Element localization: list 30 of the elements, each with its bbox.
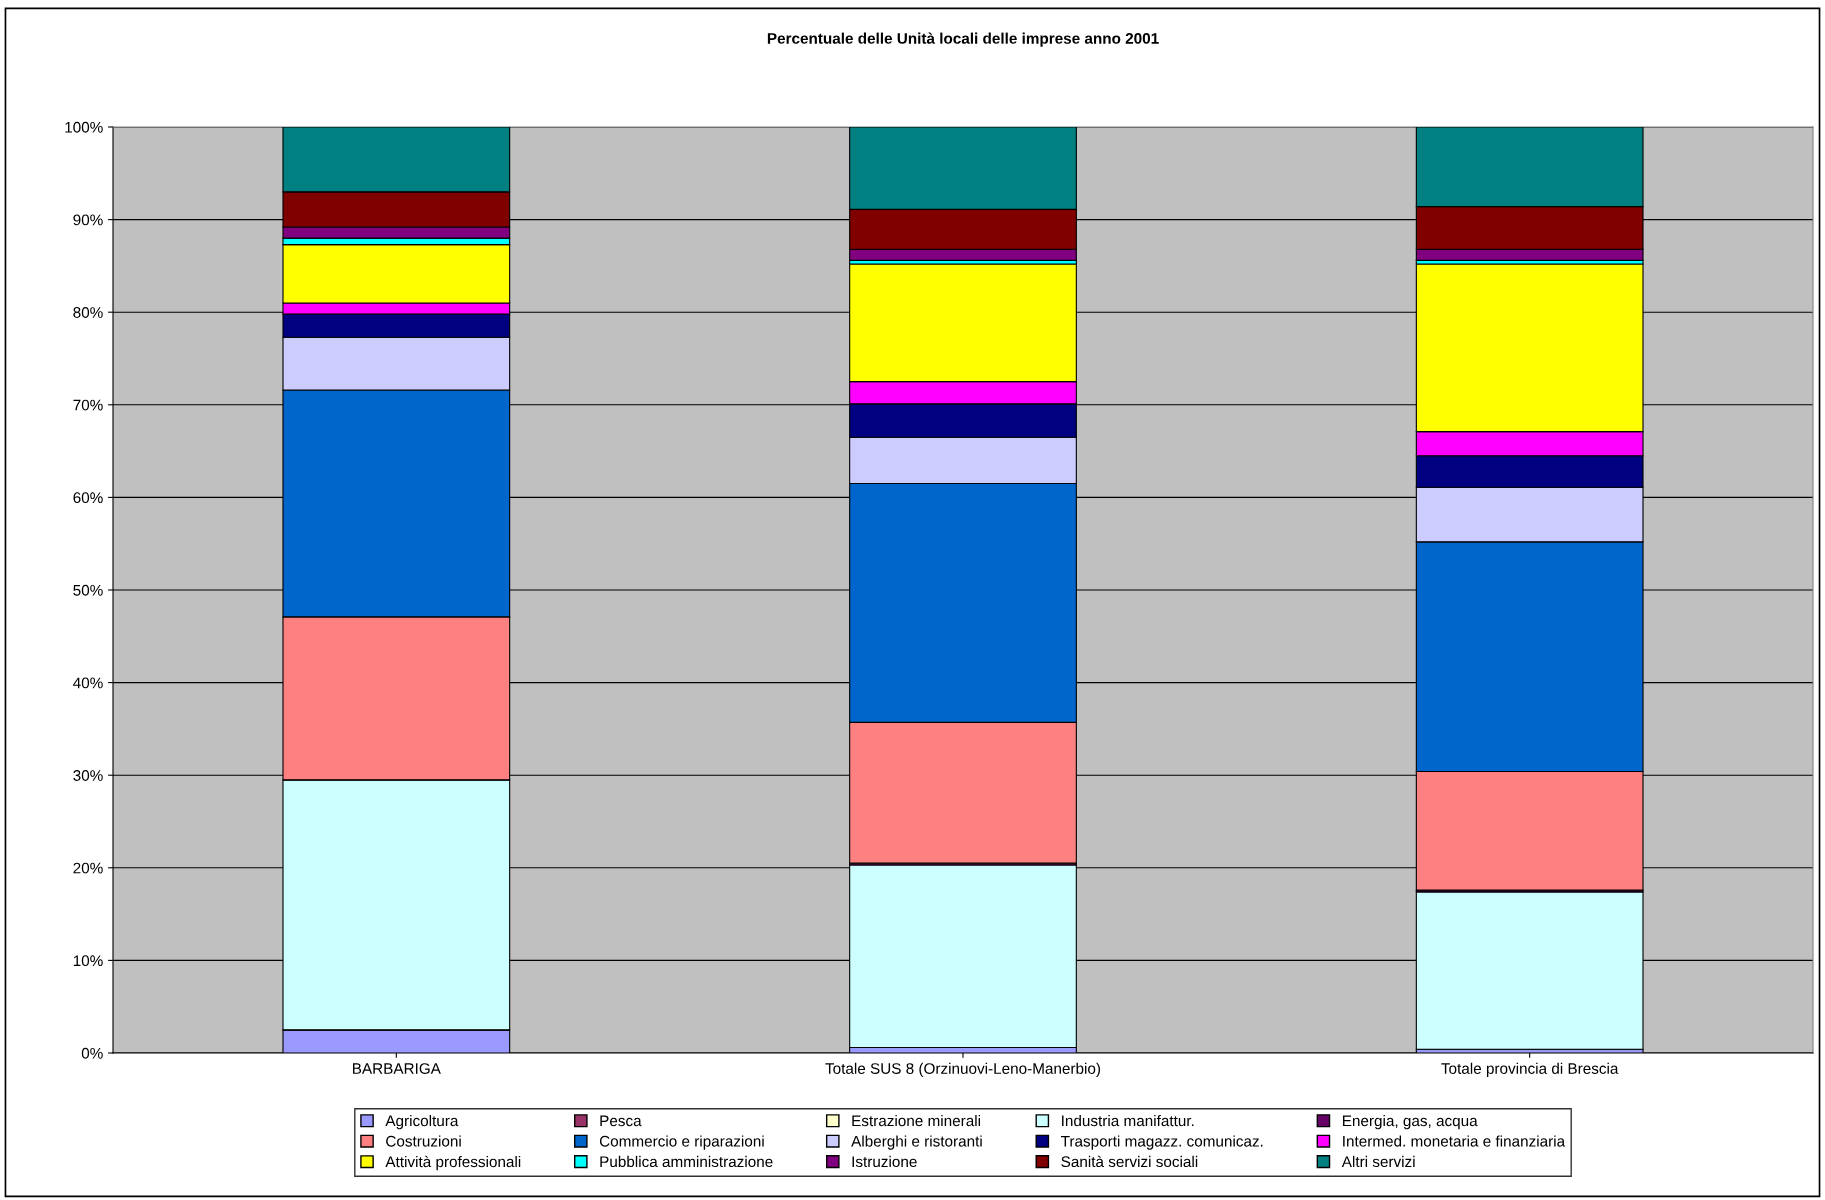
legend-label: Attività professionali (385, 1155, 521, 1171)
y-tick-label: 10% (73, 955, 103, 967)
legend-label: Trasporti magazz. comunicaz. (1061, 1135, 1263, 1150)
y-tick-label: 0% (81, 1047, 103, 1059)
legend-label: Energia, gas, acqua (1343, 1114, 1478, 1130)
legend-label: Commercio e riparazioni (599, 1135, 764, 1150)
y-tick-label: 90% (73, 214, 103, 226)
legend-label: Industria manifattur. (1062, 1114, 1194, 1127)
y-tick-label: 60% (73, 492, 103, 504)
legend-label: Alberghi e ristoranti (851, 1135, 982, 1150)
y-tick-label: 100% (65, 121, 103, 133)
x-tick-label: Totale provincia di Brescia (1441, 1062, 1619, 1077)
legend-label: Pesca (600, 1115, 642, 1127)
y-tick-label: 30% (73, 770, 103, 781)
legend-label: Estrazione minerali (852, 1114, 981, 1127)
x-tick-label: Totale SUS 8 (Orzinuovi-Leno-Manerbio) (825, 1062, 1101, 1077)
legend-label: Altri servizi (1341, 1155, 1415, 1168)
y-tick-label: 40% (73, 677, 103, 689)
chart-title: Percentuale delle Unità locali delle imprese anno 2001 (767, 32, 1159, 47)
legend-label: Intermed. monetaria e finanziaria (1343, 1135, 1566, 1147)
x-tick-label: BARBARIGA (353, 1063, 441, 1074)
y-tick-label: 80% (73, 307, 103, 318)
legend-label: Sanità servizi sociali (1061, 1155, 1198, 1168)
legend-label: Pubblica amministrazione (600, 1155, 773, 1168)
y-tick-label: 50% (73, 584, 103, 596)
legend-label: Agricoltura (385, 1114, 459, 1130)
legend-label: Costruzioni (386, 1135, 461, 1147)
legend-label: Istruzione (852, 1155, 917, 1168)
y-tick-label: 70% (73, 399, 103, 411)
y-tick-label: 20% (73, 862, 103, 874)
